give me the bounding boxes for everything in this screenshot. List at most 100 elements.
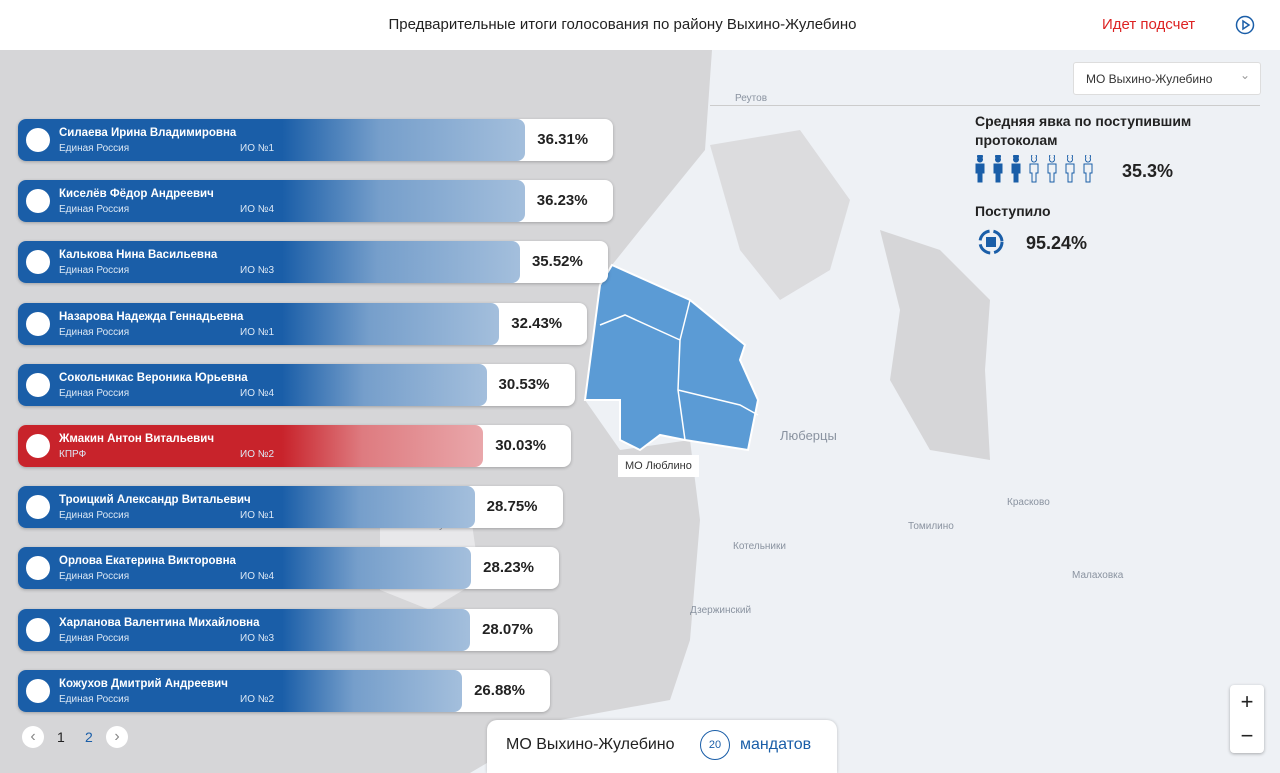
mandates-label: мандатов [740, 736, 812, 753]
district: ИО №3 [240, 265, 275, 277]
neighbor-label: МО Люблино [618, 455, 699, 477]
percent: 26.88% [474, 681, 525, 699]
person-icon [1083, 155, 1093, 183]
turnout-title: Средняя явка по поступившим протоколам [975, 113, 1192, 148]
candidate-head: Орлова Екатерина Викторовна Единая Россия… [18, 547, 282, 590]
place-label: Котельники [733, 541, 786, 552]
candidate-name: Троицкий Александр Витальевич [59, 494, 251, 507]
place-label: Дзержинский [690, 605, 752, 616]
person-icon [1065, 155, 1075, 183]
party-logo [26, 495, 50, 520]
page-2[interactable]: 2 [85, 729, 93, 745]
candidate-name: Калькова Нина Васильевна [59, 249, 218, 262]
party-name: Единая Россия [59, 265, 130, 277]
place-label: Красково [1007, 497, 1050, 508]
candidate-name: Назарова Надежда Геннадьевна [59, 310, 244, 323]
dropdown[interactable]: МО Выхино-Жулебино ⌄ [1073, 62, 1261, 95]
received-value: 95.24% [1026, 233, 1088, 253]
party-logo [26, 434, 50, 458]
person-icon [975, 155, 985, 183]
district: ИО №2 [240, 693, 275, 705]
bar [282, 180, 525, 223]
map [0, 50, 1260, 773]
summary-district: МО Выхино-Жулебино [506, 736, 675, 753]
zoom-out[interactable]: − [1240, 723, 1254, 748]
party-logo [26, 617, 50, 642]
mandates-count: 20 [700, 730, 730, 760]
candidate-card: Калькова Нина Васильевна Единая Россия ИО … [18, 241, 608, 284]
candidate-head: Троицкий Александр Витальевич Единая Росс… [18, 486, 282, 529]
party-logo [26, 250, 50, 275]
party-name: Единая Россия [59, 387, 130, 399]
place-label: Томилино [908, 521, 954, 532]
party-name: Единая Россия [59, 143, 130, 154]
party-logo [26, 678, 50, 703]
party-logo [26, 189, 50, 214]
candidate-head: Сокольникас Вероника Юрьевна Единая Росси… [18, 363, 282, 406]
person-icon [1047, 155, 1057, 183]
header: Предварительные итоги голосования по рай… [0, 0, 1280, 50]
candidate-name: Киселёв Фёдор Андреевич [59, 188, 214, 201]
district: ИО №3 [240, 632, 275, 644]
person-icon [993, 155, 1003, 183]
party-name: Единая Россия [59, 326, 130, 338]
party-name: Единая Россия [59, 571, 130, 583]
district: ИО №4 [240, 571, 275, 583]
chevron: ⌄ [1240, 68, 1251, 82]
place-label: Малаховка [1072, 570, 1124, 581]
percent: 36.23% [536, 192, 588, 210]
candidate-name: Силаева Ирина Владимировна [59, 127, 237, 139]
person-icon [1029, 155, 1039, 183]
bar [282, 302, 500, 345]
summary: МО Выхино-Жулебино 20 мандатов [487, 720, 837, 773]
next-page[interactable]: › [106, 726, 128, 748]
bar [282, 486, 475, 529]
district: ИО №1 [240, 326, 275, 338]
bar [282, 241, 520, 284]
bar [282, 547, 472, 590]
candidate-card: Сокольникас Вероника Юрьевна Единая Росси… [18, 363, 575, 406]
candidate-card: Харланова Валентина Михайловна Единая Рос… [18, 608, 559, 651]
percent: 36.31% [537, 131, 589, 148]
candidate-head: Харланова Валентина Михайловна Единая Рос… [18, 608, 282, 651]
candidate-card: Киселёв Фёдор Андреевич Единая Россия ИО №… [18, 180, 613, 223]
percent: 30.03% [495, 437, 547, 454]
turnout-value: 35.3% [1122, 161, 1174, 181]
district: ИО №4 [240, 387, 275, 399]
party-name: Единая Россия [59, 693, 130, 705]
candidate-card: Орлова Екатерина Викторовна Единая Россия… [18, 547, 560, 590]
status: Идет подсчет [1102, 16, 1196, 33]
received-title: Поступило [975, 203, 1051, 219]
district: ИО №4 [240, 204, 275, 216]
percent: 28.75% [486, 498, 538, 516]
candidate-card: Кожухов Дмитрий Андреевич Единая Россия ИО… [18, 669, 551, 712]
bar [282, 119, 526, 161]
percent: 32.43% [511, 314, 563, 332]
party-name: Единая Россия [59, 204, 130, 216]
percent: 28.23% [483, 559, 535, 577]
candidate-name: Сокольникас Вероника Юрьевна [59, 371, 248, 384]
candidate-head: Силаева Ирина Владимировна Единая Россия И… [18, 119, 282, 161]
person-icon [1011, 155, 1021, 183]
prev-page[interactable]: ‹ [22, 726, 44, 748]
candidate-head: Кожухов Дмитрий Андреевич Единая Россия ИО… [18, 669, 282, 712]
candidate-name: Кожухов Дмитрий Андреевич [59, 677, 228, 690]
received-icon [978, 229, 1004, 255]
district: ИО №2 [240, 449, 275, 460]
candidate-card: Силаева Ирина Владимировна Единая Россия И… [18, 119, 614, 161]
page-1[interactable]: 1 [57, 729, 65, 745]
percent: 30.53% [498, 375, 550, 393]
candidate-card: Жмакин Антон Витальевич КПРФ ИО №2 30.03% [18, 425, 572, 467]
bar [282, 363, 487, 406]
candidate-head: Назарова Надежда Геннадьевна Единая Росси… [18, 302, 282, 345]
candidate-card: Троицкий Александр Витальевич Единая Росс… [18, 486, 563, 529]
zoom-in[interactable]: + [1240, 689, 1254, 714]
play-button[interactable] [1235, 15, 1255, 35]
candidate-name: Жмакин Антон Витальевич [59, 433, 214, 445]
party-logo [26, 311, 50, 336]
candidate-name: Харланова Валентина Михайловна [59, 616, 260, 629]
candidate-head: Киселёв Фёдор Андреевич Единая Россия ИО №… [18, 180, 282, 223]
candidate-head: Калькова Нина Васильевна Единая Россия ИО … [18, 241, 282, 284]
bar [282, 425, 484, 467]
